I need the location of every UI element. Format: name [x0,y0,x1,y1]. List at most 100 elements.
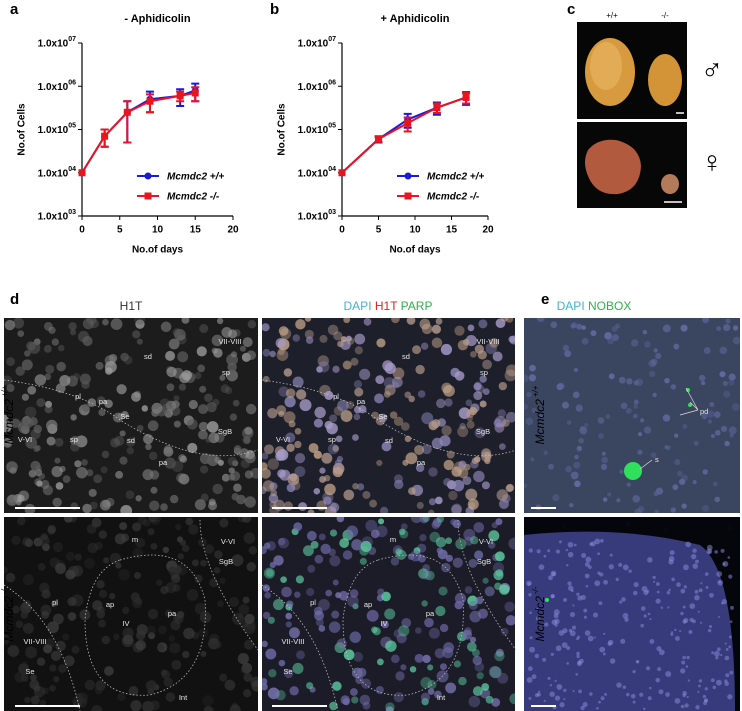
cell [15,366,25,376]
y-tick-label: 1.0x1004 [298,166,336,180]
cell [445,554,453,562]
cell [177,351,189,363]
cell [332,365,340,373]
cell [319,334,328,343]
cell [276,405,287,416]
cell [51,338,59,346]
cell [622,612,629,619]
cell [479,400,487,408]
cell [51,465,63,478]
tissue [524,531,735,711]
cell [240,458,250,469]
cell [70,442,80,452]
cell [6,461,18,473]
cell [353,413,361,421]
cell [34,374,47,386]
cell [563,688,567,692]
cell [337,340,344,348]
cell [214,550,223,559]
cell [286,443,295,452]
cell [62,633,70,641]
cell [4,634,11,645]
genotype: -/- [531,586,540,594]
cell [504,369,515,382]
cell [580,705,585,711]
cell [582,702,588,708]
cell [22,622,34,634]
cell [329,529,338,537]
cell [408,487,416,495]
cell [226,369,238,382]
cell [44,405,53,414]
cell [339,538,350,548]
cell [205,436,212,443]
cell [566,420,572,425]
cell [241,517,252,523]
panel-label: b [270,1,279,18]
cell [30,695,40,705]
cell [709,401,715,407]
cell [338,590,349,601]
tubule-outline [262,584,339,711]
cell [41,589,51,599]
cell [409,666,417,673]
cell [414,444,425,455]
cell [130,700,142,711]
cell [134,318,146,325]
cell [482,359,492,370]
cell [119,456,128,465]
cell [427,688,435,695]
cell [357,667,367,678]
cell [307,564,316,573]
cell [400,523,408,530]
cell [240,665,250,675]
legend-label: Mcmdc2 +/+ [427,172,484,183]
cell [473,522,485,533]
cell [52,497,62,508]
cell [417,390,426,398]
cell [294,466,306,478]
cell [687,679,691,682]
cell [267,616,275,624]
cell [343,649,355,661]
cell [202,695,214,707]
cell [598,601,603,606]
cell [729,670,734,675]
genotype-label: -/- [661,11,669,20]
row-label: Mcmdc2 -/- [531,586,547,641]
cell [599,538,604,543]
cell [294,440,302,449]
cell [404,435,412,443]
cell [82,503,92,513]
x-tick-label: 5 [376,225,382,236]
annotation: sd [385,436,393,445]
cell [443,384,455,397]
cell [655,487,664,495]
cell [342,698,350,706]
cell [685,541,691,548]
cell [43,321,53,331]
cell [680,324,688,332]
cell [335,592,342,599]
cell [6,494,18,506]
cell [120,352,129,362]
cell [71,594,84,607]
cell [89,501,98,510]
cell [110,437,120,448]
cell [4,375,13,386]
ovary [585,139,641,195]
annotation: Se [25,667,34,676]
cell [727,694,733,700]
cell [194,372,202,380]
cell [165,400,177,412]
annotation: pl [310,598,316,607]
cell [123,355,133,365]
cell [194,602,207,615]
cell [499,584,510,595]
cell [148,451,158,461]
legend-marker [144,192,152,200]
cell [374,393,384,404]
cell [455,538,467,550]
stain-header: H1T [120,299,143,313]
